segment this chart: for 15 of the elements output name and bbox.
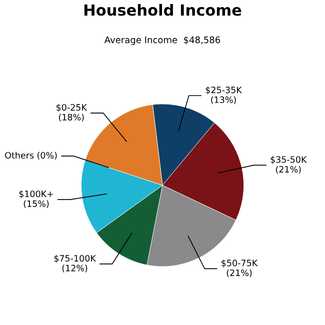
data-label: (15%) bbox=[24, 200, 49, 208]
data-label: (12%) bbox=[62, 264, 88, 272]
slice-label: $75-100K bbox=[54, 254, 96, 263]
data-label: (21%) bbox=[276, 166, 301, 174]
slice-label: $50-75K bbox=[222, 260, 258, 268]
data-label: (21%) bbox=[226, 269, 252, 278]
slice-label: $25-35K bbox=[206, 86, 242, 94]
slice-label: $35-50K bbox=[270, 156, 307, 164]
slice-label: $100K+ bbox=[19, 190, 53, 198]
data-label: (13%) bbox=[211, 96, 236, 104]
slice-label: $0-25K bbox=[56, 104, 88, 112]
category-label: Others (0%) bbox=[5, 152, 57, 160]
data-label: (18%) bbox=[58, 114, 84, 122]
chart-title: Household Income bbox=[84, 4, 242, 16]
chart-subtitle: Average Income $48,586 bbox=[104, 36, 220, 45]
